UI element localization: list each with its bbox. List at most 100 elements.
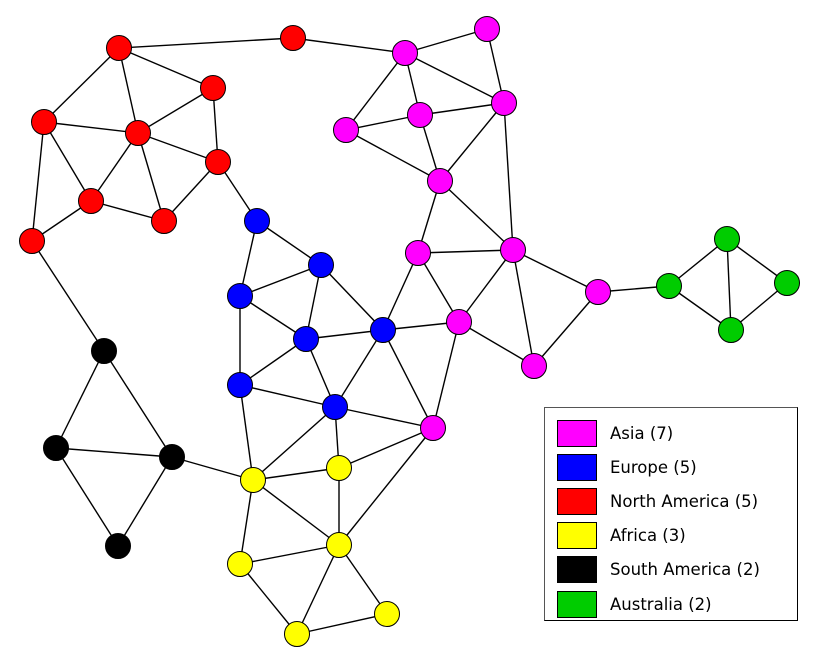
edge-e6-f1 [239, 384, 254, 481]
node-australia-au2 [656, 273, 682, 299]
legend-item-north-america: North America (5) [557, 484, 797, 518]
node-asia-a10 [446, 309, 472, 335]
edge-a10-a11 [458, 321, 535, 367]
edge-a6-a8 [439, 180, 514, 251]
node-north-america-n6 [205, 149, 231, 175]
node-africa-f5 [374, 601, 400, 627]
node-africa-f3 [326, 532, 352, 558]
edge-n5-n7 [90, 132, 139, 202]
edge-n6-n8 [163, 161, 219, 222]
edge-a3-a8 [503, 102, 514, 251]
node-asia-a12 [420, 415, 446, 441]
node-asia-a7 [405, 240, 431, 266]
edge-f1-f3 [252, 479, 340, 546]
node-south-america-s4 [105, 533, 131, 559]
edge-f5-f6 [296, 613, 388, 635]
node-africa-f2 [326, 455, 352, 481]
edge-f4-f6 [239, 563, 298, 635]
legend-swatch-asia [557, 419, 597, 447]
node-europe-e1 [244, 208, 270, 234]
edge-e5-a12 [382, 329, 434, 429]
edge-n4-n9 [31, 121, 45, 242]
node-north-america-n1 [106, 35, 132, 61]
edge-e7-f1 [252, 406, 336, 481]
edge-f3-f4 [239, 544, 340, 565]
edge-n1-n5 [118, 47, 139, 134]
legend-swatch-north-america [557, 487, 597, 515]
node-europe-e5 [370, 317, 396, 343]
node-north-america-n4 [31, 109, 57, 135]
legend-swatch-south-america [557, 556, 597, 584]
edge-f3-f6 [296, 544, 340, 635]
legend-swatch-australia [557, 590, 597, 618]
legend-label-south-america: South America (2) [610, 560, 760, 580]
edge-n4-n7 [43, 121, 92, 202]
edge-a7-a10 [417, 252, 460, 323]
node-asia-a4 [407, 102, 433, 128]
edge-au1-au4 [726, 238, 732, 331]
node-north-america-n5 [125, 120, 151, 146]
edge-e4-e6 [239, 338, 307, 386]
legend-swatch-europe [557, 453, 597, 481]
edge-s2-s3 [55, 447, 173, 458]
edge-a8-a9 [512, 249, 599, 293]
edge-a1-a2 [404, 28, 488, 54]
edge-n2-a2 [292, 37, 406, 54]
edge-a7-a8 [417, 249, 514, 254]
edge-n1-n4 [43, 47, 120, 123]
edge-a3-a6 [439, 102, 505, 182]
legend-item-australia: Australia (2) [557, 587, 797, 621]
node-asia-a9 [585, 279, 611, 305]
edge-n3-n5 [137, 87, 214, 134]
edge-a4-a3 [419, 102, 505, 116]
legend-label-asia: Asia (7) [610, 423, 674, 443]
edge-f3-f5 [338, 544, 388, 615]
edge-a2-a5 [345, 52, 406, 131]
node-south-america-s2 [43, 435, 69, 461]
edge-a9-a11 [533, 291, 599, 367]
legend-label-australia: Australia (2) [610, 594, 712, 614]
legend-label-north-america: North America (5) [610, 491, 759, 511]
node-north-america-n8 [151, 208, 177, 234]
node-australia-au4 [718, 317, 744, 343]
edge-a10-a12 [432, 321, 460, 429]
edge-a2-a3 [404, 52, 505, 104]
node-north-america-n7 [78, 188, 104, 214]
legend-item-south-america: South America (2) [557, 553, 797, 587]
node-asia-a2 [392, 40, 418, 66]
edge-s1-s3 [103, 350, 173, 458]
node-asia-a3 [491, 90, 517, 116]
edge-f1-f4 [239, 479, 254, 565]
edge-n5-n8 [137, 132, 165, 222]
edge-e2-e5 [320, 264, 384, 331]
node-europe-e6 [227, 372, 253, 398]
edge-n5-n6 [137, 132, 219, 163]
legend-swatch-africa [557, 522, 597, 550]
node-europe-e4 [293, 326, 319, 352]
edge-s2-s4 [55, 447, 119, 547]
legend-item-africa: Africa (3) [557, 519, 797, 553]
legend: Asia (7) Europe (5) North America (5) Af… [544, 407, 798, 621]
edge-n4-n5 [43, 121, 139, 134]
edge-a8-a10 [458, 249, 514, 323]
node-south-america-s3 [159, 444, 185, 470]
edge-s1-s2 [55, 350, 105, 449]
node-north-america-n2 [280, 25, 306, 51]
edge-n1-n3 [118, 47, 214, 89]
node-africa-f1 [240, 467, 266, 493]
node-asia-a5 [333, 117, 359, 143]
node-asia-a6 [427, 168, 453, 194]
edge-a8-a11 [512, 249, 535, 367]
edge-n9-s1 [31, 240, 105, 352]
edge-f2-a12 [338, 427, 434, 469]
node-africa-f4 [227, 551, 253, 577]
node-south-america-s1 [91, 338, 117, 364]
edge-e5-e7 [334, 329, 384, 408]
edge-f1-f2 [252, 467, 340, 481]
node-asia-a8 [500, 237, 526, 263]
edge-s3-f1 [171, 456, 254, 481]
edge-a7-e5 [382, 252, 419, 331]
edge-a5-a6 [345, 129, 441, 182]
edge-s3-s4 [117, 456, 173, 547]
